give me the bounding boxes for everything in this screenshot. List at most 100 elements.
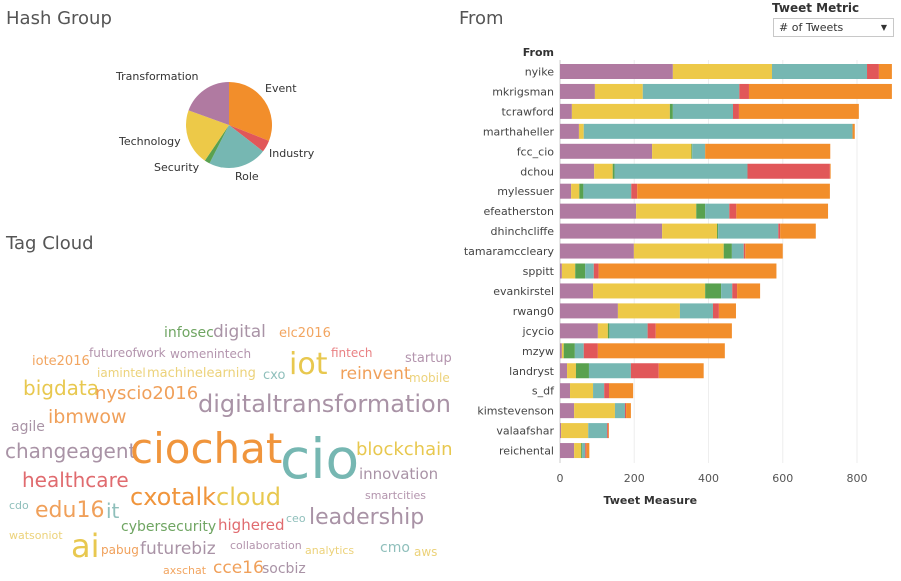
- bar-segment-mylessuer-security[interactable]: [579, 183, 584, 199]
- pie-slice-industry[interactable]: [229, 125, 269, 152]
- tag-word-ceo[interactable]: ceo: [286, 512, 306, 525]
- bar-segment-efeatherston-industry[interactable]: [729, 203, 737, 219]
- tag-word-healthcare[interactable]: healthcare: [22, 468, 129, 492]
- bar-segment-jcycio-transformation[interactable]: [560, 323, 598, 339]
- bar-segment-landryst-role[interactable]: [588, 363, 631, 379]
- bar-segment-landryst-event[interactable]: [658, 363, 704, 379]
- bar-segment-dhinchcliffe-role[interactable]: [718, 223, 779, 239]
- bar-segment-nyike-role[interactable]: [771, 64, 868, 79]
- bar-segment-nyike-event[interactable]: [878, 64, 892, 79]
- bar-segment-mylessuer-industry[interactable]: [631, 183, 638, 199]
- bar-segment-mylessuer-role[interactable]: [583, 183, 632, 199]
- tag-word-digitaltransformation[interactable]: digitaltransformation: [198, 390, 451, 418]
- tweet-metric-dropdown[interactable]: # of Tweets ▼: [773, 18, 894, 37]
- tag-word-infosec[interactable]: infosec: [164, 325, 214, 341]
- bar-segment-dchou-security[interactable]: [612, 163, 615, 179]
- bar-segment-efeatherston-event[interactable]: [736, 203, 829, 219]
- tag-word-womenintech[interactable]: womenintech: [170, 347, 252, 361]
- bar-segment-efeatherston-role[interactable]: [705, 203, 730, 219]
- bar-segment-kimstevenson-event[interactable]: [626, 403, 631, 419]
- tag-word-iamintel[interactable]: iamintel: [97, 366, 146, 380]
- bar-segment-nyike-transformation[interactable]: [560, 64, 673, 79]
- bar-segment-efeatherston-technology[interactable]: [636, 203, 697, 219]
- bar-segment-s_df-role[interactable]: [593, 383, 605, 399]
- bar-segment-evankirstel-technology[interactable]: [593, 283, 706, 299]
- tag-word-pabug[interactable]: pabug: [101, 543, 139, 557]
- pie-slice-technology[interactable]: [186, 110, 229, 161]
- pie-slice-transformation[interactable]: [188, 82, 229, 125]
- bar-segment-sppitt-transformation[interactable]: [560, 263, 562, 279]
- bar-segment-mzyw-transformation[interactable]: [560, 343, 562, 359]
- tag-word-digital[interactable]: digital: [213, 322, 266, 342]
- bar-segment-sppitt-role[interactable]: [585, 263, 594, 279]
- bar-segment-tamaramccleary-industry[interactable]: [743, 243, 746, 259]
- bar-segment-dhinchcliffe-technology[interactable]: [662, 223, 718, 239]
- bar-segment-tcrawford-industry[interactable]: [733, 103, 739, 119]
- bar-segment-nyike-industry[interactable]: [867, 64, 879, 79]
- bar-segment-tamaramccleary-event[interactable]: [745, 243, 783, 259]
- tag-word-mobile[interactable]: mobile: [409, 371, 450, 385]
- tag-word-cxo[interactable]: cxo: [263, 368, 286, 383]
- tag-word-bigdata[interactable]: bigdata: [23, 376, 99, 400]
- bar-segment-fcc_cio-transformation[interactable]: [560, 143, 653, 159]
- bar-segment-sppitt-industry[interactable]: [593, 263, 599, 279]
- bar-segment-jcycio-technology[interactable]: [597, 323, 608, 339]
- bar-segment-landryst-technology[interactable]: [567, 363, 576, 379]
- tag-word-analytics[interactable]: analytics: [305, 544, 355, 557]
- bar-segment-evankirstel-event[interactable]: [737, 283, 761, 299]
- tag-word-cloud[interactable]: cloud: [216, 483, 281, 511]
- bar-segment-dchou-event[interactable]: [829, 163, 831, 179]
- tag-word-axschat[interactable]: axschat: [163, 564, 207, 577]
- bar-segment-dhinchcliffe-event[interactable]: [780, 223, 816, 239]
- tag-word-iote2016[interactable]: iote2016: [32, 354, 90, 369]
- tag-word-startup[interactable]: startup: [405, 351, 452, 366]
- bar-segment-marthaheller-technology[interactable]: [578, 123, 584, 139]
- bar-segment-mzyw-industry[interactable]: [583, 343, 598, 359]
- tag-word-highered[interactable]: highered: [218, 516, 285, 534]
- tag-word-cybersecurity[interactable]: cybersecurity: [121, 519, 217, 535]
- bar-segment-marthaheller-transformation[interactable]: [560, 123, 579, 139]
- bar-segment-marthaheller-role[interactable]: [583, 123, 853, 139]
- bar-segment-s_df-event[interactable]: [609, 383, 634, 399]
- bar-segment-rwang0-technology[interactable]: [617, 303, 680, 319]
- tag-word-collaboration[interactable]: collaboration: [230, 539, 302, 552]
- tag-word-blockchain[interactable]: blockchain: [356, 439, 453, 460]
- pie-slice-role[interactable]: [209, 125, 263, 168]
- tag-word-cmo[interactable]: cmo: [380, 540, 410, 556]
- tag-word-fintech[interactable]: fintech: [331, 346, 373, 360]
- bar-segment-dchou-industry[interactable]: [747, 163, 830, 179]
- tag-word-it[interactable]: it: [106, 499, 120, 523]
- bar-segment-reichental-transformation[interactable]: [560, 443, 575, 459]
- bar-segment-evankirstel-industry[interactable]: [732, 283, 738, 299]
- bar-segment-jcycio-role[interactable]: [609, 323, 648, 339]
- pie-slice-security[interactable]: [204, 125, 229, 164]
- bar-segment-kimstevenson-role[interactable]: [614, 403, 625, 419]
- bar-segment-mkrigsman-role[interactable]: [642, 83, 740, 99]
- bar-segment-marthaheller-event[interactable]: [852, 123, 855, 139]
- bar-segment-tcrawford-transformation[interactable]: [560, 103, 572, 119]
- bar-segment-rwang0-transformation[interactable]: [560, 303, 618, 319]
- bar-segment-kimstevenson-transformation[interactable]: [560, 403, 575, 419]
- bar-segment-mzyw-role[interactable]: [574, 343, 584, 359]
- tag-word-changeagent[interactable]: changeagent: [5, 439, 137, 463]
- bar-segment-tcrawford-security[interactable]: [669, 103, 673, 119]
- bar-segment-fcc_cio-event[interactable]: [705, 143, 831, 159]
- bar-segment-reichental-security[interactable]: [581, 443, 583, 459]
- bar-segment-s_df-transformation[interactable]: [560, 383, 571, 399]
- bar-segment-valaafshar-role[interactable]: [588, 423, 608, 439]
- bar-segment-sppitt-technology[interactable]: [561, 263, 576, 279]
- bar-segment-fcc_cio-technology[interactable]: [652, 143, 692, 159]
- bar-segment-reichental-event[interactable]: [586, 443, 590, 459]
- bar-segment-sppitt-security[interactable]: [575, 263, 586, 279]
- bar-segment-mylessuer-event[interactable]: [637, 183, 830, 199]
- bar-segment-fcc_cio-role[interactable]: [692, 143, 706, 159]
- bar-segment-mkrigsman-technology[interactable]: [594, 83, 643, 99]
- tag-word-ai[interactable]: ai: [71, 527, 100, 565]
- bar-segment-tamaramccleary-transformation[interactable]: [560, 243, 634, 259]
- bar-segment-mkrigsman-event[interactable]: [748, 83, 892, 99]
- bar-segment-mzyw-security[interactable]: [563, 343, 575, 359]
- bar-segment-jcycio-industry[interactable]: [647, 323, 656, 339]
- bar-segment-fcc_cio-security[interactable]: [691, 143, 693, 159]
- bar-segment-tcrawford-role[interactable]: [672, 103, 734, 119]
- bar-segment-mkrigsman-industry[interactable]: [739, 83, 749, 99]
